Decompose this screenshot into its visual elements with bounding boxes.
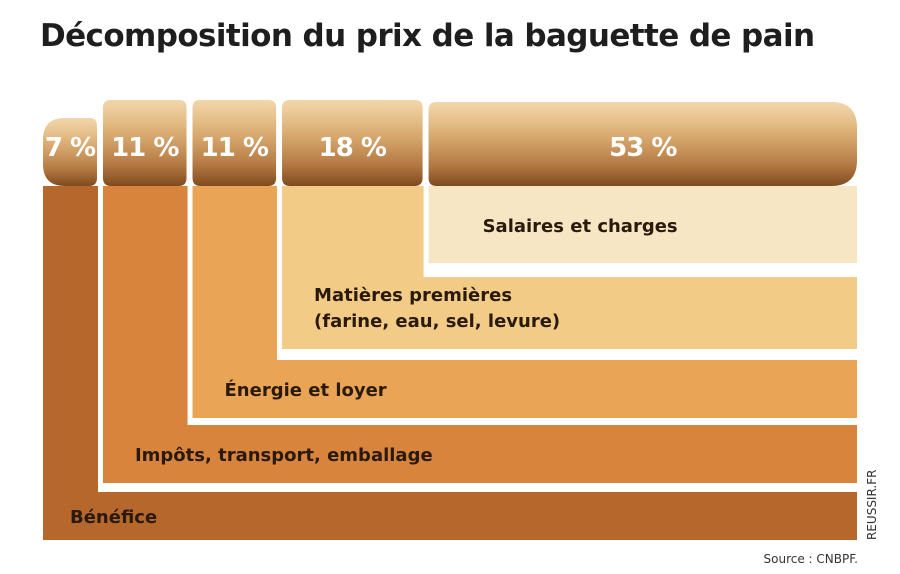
segment-label-2: Impôts, transport, emballage — [135, 445, 433, 466]
bread-shine-3 — [192, 100, 277, 186]
segment-label-5: Salaires et charges — [483, 216, 678, 237]
bread-shine-4 — [282, 100, 423, 186]
percent-label-2: 11 % — [111, 133, 179, 163]
segment-label-1: Bénéfice — [70, 507, 157, 528]
percent-label-4: 18 % — [319, 133, 387, 163]
bread-shine-2 — [102, 100, 187, 186]
segment-2 — [102, 186, 858, 483]
segment-4 — [282, 186, 857, 349]
segment-1 — [43, 186, 857, 540]
source-note: Source : CNBPF. — [763, 552, 859, 566]
segment-5 — [428, 186, 857, 263]
percent-label-5: 53 % — [609, 133, 677, 163]
percent-label-1: 7 % — [45, 133, 96, 163]
bread-shine-1 — [43, 118, 97, 186]
segment-label-4-line2: (farine, eau, sel, levure) — [314, 311, 560, 332]
segment-label-4: Matières premières — [314, 285, 512, 306]
bread-shine-5 — [428, 102, 857, 186]
segment-3 — [192, 186, 857, 418]
percent-label-3: 11 % — [201, 133, 269, 163]
segment-label-3: Énergie et loyer — [225, 379, 387, 401]
chart-title: Décomposition du prix de la baguette de … — [40, 18, 815, 54]
brand-watermark: REUSSIR.FR — [865, 469, 879, 540]
